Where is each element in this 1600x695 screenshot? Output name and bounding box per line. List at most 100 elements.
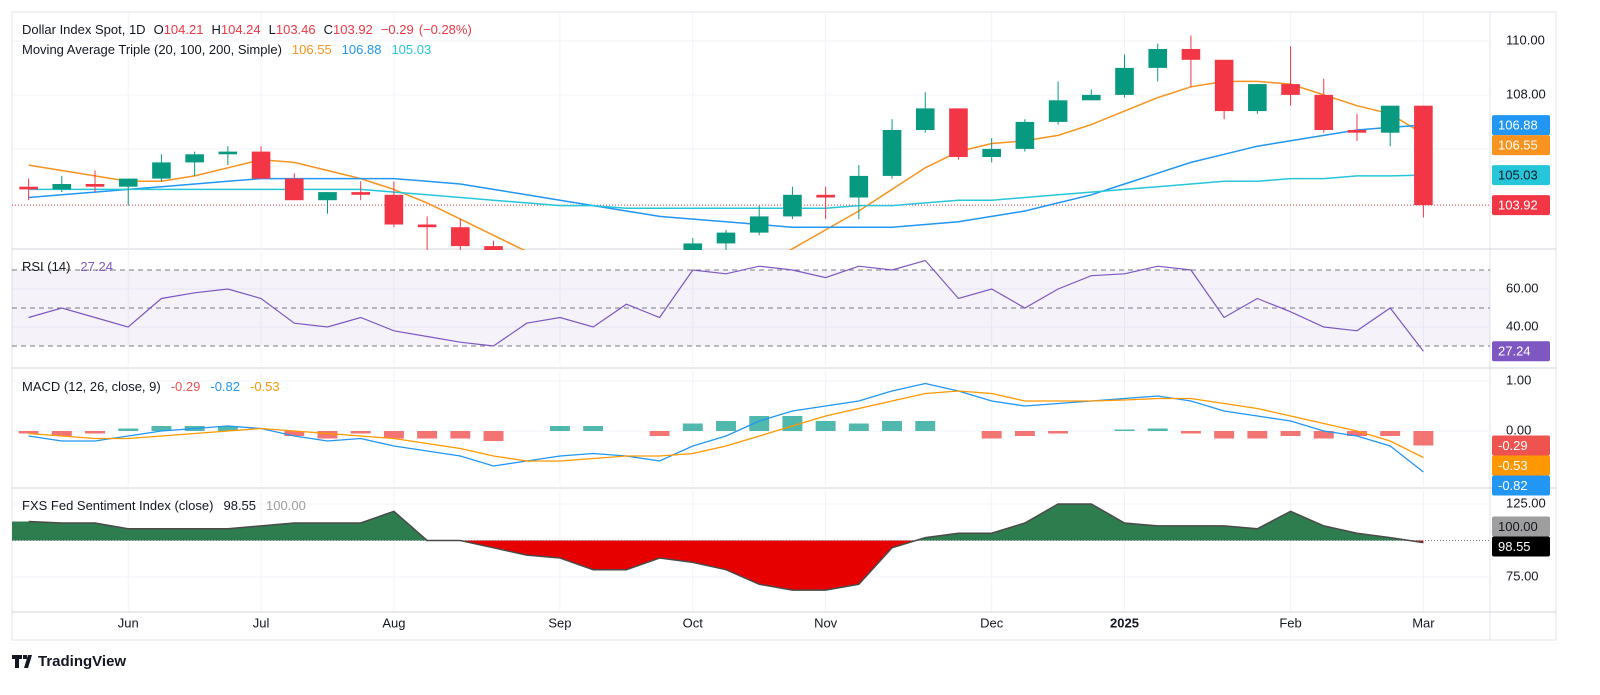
candle-body [218, 151, 238, 155]
histogram-bar [350, 431, 371, 434]
series-line [28, 259, 1424, 352]
x-tick-label: Jul [253, 615, 270, 630]
series-line [28, 503, 1424, 591]
histogram-bar [1313, 431, 1334, 439]
price-label-box [1492, 536, 1550, 557]
histogram-bar [1048, 431, 1069, 434]
logo: TradingView [12, 653, 126, 670]
x-tick-label: Sep [548, 615, 571, 630]
x-tick-label: 2025 [1110, 615, 1139, 630]
candle-body [1048, 100, 1068, 122]
candle-body [1281, 84, 1300, 95]
candle-body [152, 162, 171, 179]
candle-body [816, 194, 835, 198]
candle-body [849, 175, 869, 198]
histogram-bar [815, 421, 836, 431]
histogram-bar [118, 428, 139, 431]
legend-value: 27.24 [80, 259, 113, 274]
legend-value: (−0.28%) [419, 22, 472, 37]
y-tick-label: 125.00 [1506, 495, 1546, 510]
histogram-bar [1380, 431, 1401, 436]
histogram-bar [417, 431, 438, 439]
candle-body [1181, 48, 1201, 60]
y-tick-label: 110.00 [1506, 32, 1545, 47]
symbol-title: Dollar Index Spot, 1D [22, 22, 146, 37]
candle-body [451, 227, 470, 247]
legend-value: 103.46 [276, 22, 316, 37]
y-tick-label: 1.00 [1506, 372, 1531, 387]
price-label: 106.88 [1498, 118, 1538, 133]
histogram-bar [284, 431, 305, 436]
candle-body [284, 178, 304, 201]
y-tick-label: 0.00 [1506, 422, 1531, 437]
indicator-title: FXS Fed Sentiment Index (close) [22, 498, 213, 513]
histogram-bar [682, 423, 703, 431]
histogram-bar [85, 431, 105, 434]
candle-body [251, 151, 271, 179]
legend-value: -0.53 [250, 379, 280, 394]
histogram-bar [450, 431, 471, 439]
candle-body [882, 130, 902, 176]
candle-body [1015, 121, 1035, 149]
candle-body [118, 178, 138, 187]
candle-body [318, 192, 337, 201]
histogram-bar [317, 431, 338, 439]
x-tick-label: Feb [1279, 615, 1301, 630]
y-tick-label: 108.00 [1506, 86, 1546, 101]
price-label-box [1492, 341, 1550, 362]
price-label: -0.29 [1498, 438, 1528, 453]
candle-body [1148, 48, 1168, 68]
indicator-title: MACD (12, 26, close, 9) [22, 379, 161, 394]
candle-body [982, 148, 1001, 158]
candle-body [85, 184, 105, 187]
histogram-bar [1347, 431, 1367, 436]
ohlc-label: L [269, 22, 276, 37]
x-tick-label: Jun [118, 615, 139, 630]
price-label-box [1492, 516, 1550, 537]
legend-value: 106.88 [342, 42, 382, 57]
histogram-bar [151, 426, 172, 431]
y-tick-label: 60.00 [1506, 280, 1539, 295]
histogram-bar [848, 423, 869, 431]
x-tick-label: Mar [1412, 615, 1435, 630]
logo-mark [12, 655, 32, 668]
price-label: -0.82 [1498, 478, 1528, 493]
ohlc-label: H [211, 22, 220, 37]
histogram-bar [549, 426, 570, 431]
brand: TradingView [38, 653, 126, 670]
legend-value: 98.55 [223, 498, 256, 513]
histogram-bar [583, 426, 604, 431]
legend: Dollar Index Spot, 1D O104.21 H104.24 L103.… [22, 22, 472, 37]
candle-body [1380, 105, 1400, 133]
legend: MACD (12, 26, close, 9) -0.29 -0.82 -0.53 [22, 379, 280, 394]
pane [12, 380, 1490, 473]
candle-body [417, 224, 437, 228]
histogram-bar [217, 426, 238, 431]
pane [12, 259, 1490, 352]
histogram-bar [1214, 431, 1235, 439]
price-label-box [1492, 135, 1550, 156]
legend-value: 105.03 [391, 42, 431, 57]
legend-value: -0.29 [171, 379, 201, 394]
legend-value: 106.55 [292, 42, 332, 57]
ohlc-label: O [154, 22, 164, 37]
x-tick-label: Oct [683, 615, 704, 630]
histogram-bar [1180, 431, 1201, 434]
legend-value: -0.82 [210, 379, 240, 394]
candle-body [1347, 130, 1367, 133]
price-label-box [1492, 195, 1550, 216]
price-label-box [1492, 435, 1550, 456]
candle-body [185, 154, 204, 163]
candle-body [949, 108, 968, 158]
legend: Moving Average Triple (20, 100, 200, Sim… [22, 42, 431, 57]
price-label: 105.03 [1498, 168, 1538, 183]
candle-body [384, 194, 404, 225]
indicator-title: Moving Average Triple (20, 100, 200, Sim… [22, 42, 282, 57]
pane [12, 35, 1490, 250]
legend-value: −0.29 [381, 22, 414, 37]
candle-body [19, 186, 38, 190]
frame [11, 11, 1557, 641]
price-label: 98.55 [1498, 539, 1531, 554]
price-label: 103.92 [1498, 198, 1538, 213]
price-label-box [1492, 115, 1550, 136]
